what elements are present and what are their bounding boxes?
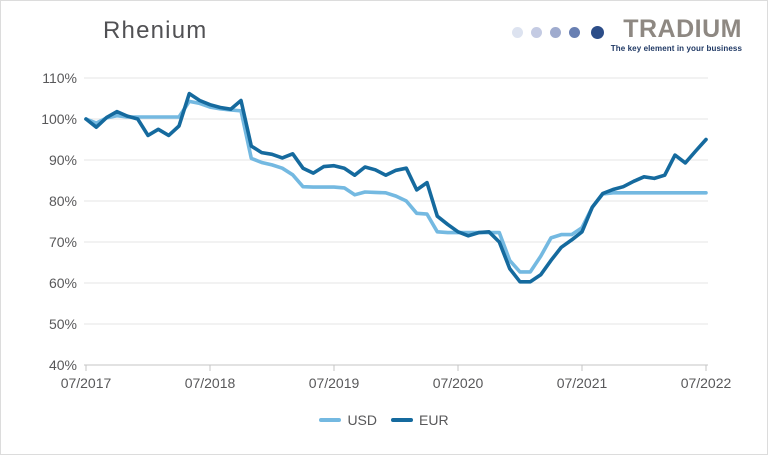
chart-legend: USD EUR: [1, 412, 767, 428]
legend-item-usd: USD: [319, 412, 377, 428]
tradium-logo: TRADIUM The key element in your business: [511, 15, 742, 54]
logo-text: TRADIUM The key element in your business: [610, 15, 742, 54]
legend-label-eur: EUR: [419, 412, 449, 428]
usd-line-swatch-icon: [319, 418, 342, 422]
logo-dot-icon: [530, 27, 542, 38]
logo-dot-icon: [549, 27, 561, 38]
eur-line-swatch-icon: [391, 418, 413, 422]
x-axis-ticks: [85, 365, 707, 371]
y-tick-label: 50%: [49, 316, 77, 332]
page-title: Rhenium: [103, 17, 208, 44]
y-tick-label: 80%: [49, 193, 77, 209]
x-tick-label: 07/2022: [681, 375, 732, 391]
y-tick-label: 40%: [49, 357, 77, 373]
x-tick-label: 07/2018: [185, 375, 236, 391]
y-tick-label: 110%: [42, 70, 77, 86]
logo-dot-icon: [590, 26, 604, 39]
gridlines: [84, 77, 708, 366]
x-tick-label: 07/2021: [557, 375, 608, 391]
x-axis-labels: 07/2017 07/2018 07/2019 07/2020 07/2021 07/20…: [61, 375, 732, 391]
y-tick-label: 70%: [49, 234, 77, 250]
x-tick-label: 07/2020: [433, 375, 484, 391]
y-tick-label: 90%: [49, 152, 77, 168]
y-tick-label: 60%: [49, 275, 77, 291]
logo-brand-text: TRADIUM: [623, 15, 742, 43]
legend-item-eur: EUR: [391, 412, 449, 428]
x-tick-label: 07/2019: [309, 375, 360, 391]
logo-dot-icon: [568, 27, 580, 38]
y-axis-labels: 110% 100% 90% 80% 70% 60% 50% 40%: [41, 70, 77, 373]
y-tick-label: 100%: [41, 111, 77, 127]
logo-dots-icon: [511, 26, 604, 39]
eur-line: [84, 91, 708, 284]
logo-tagline: The key element in your business: [610, 44, 742, 53]
x-tick-label: 07/2017: [61, 375, 112, 391]
legend-label-usd: USD: [347, 412, 377, 428]
logo-dot-icon: [511, 27, 523, 38]
